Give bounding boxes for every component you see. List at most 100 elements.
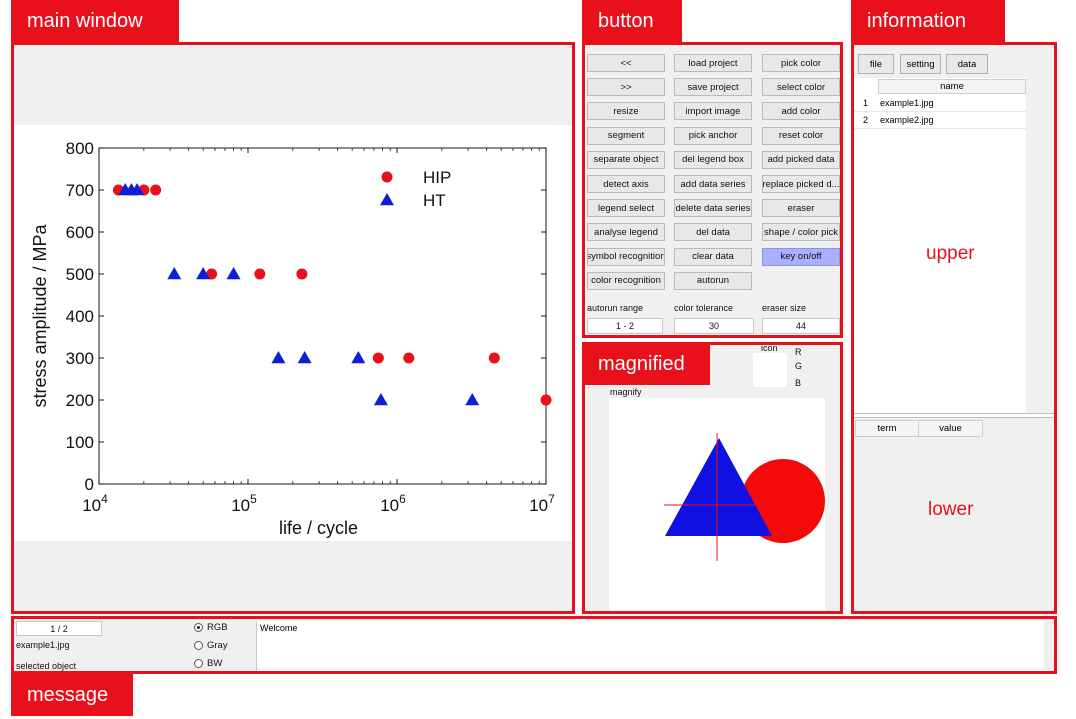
resize-button[interactable]: resize bbox=[587, 102, 665, 121]
data-point[interactable] bbox=[226, 267, 241, 280]
row-filename: example2.jpg bbox=[880, 115, 934, 125]
symbol-recognition-button[interactable]: symbol recognition bbox=[587, 247, 665, 266]
radio-rgb-label: RGB bbox=[207, 622, 228, 633]
x-axis-label: life / cycle bbox=[279, 518, 358, 538]
radio-gray[interactable]: Gray bbox=[194, 640, 228, 651]
radio-bw-label: BW bbox=[207, 658, 223, 669]
previous-button[interactable]: << bbox=[587, 54, 665, 72]
detect-axis-button[interactable]: detect axis bbox=[587, 175, 665, 193]
save-project-button[interactable]: save project bbox=[674, 78, 752, 97]
scatter-chart[interactable]: 0 100 200 300 400 500 600 700 800 104 105 106 107 lif… bbox=[14, 125, 572, 541]
icon-preview bbox=[753, 353, 787, 387]
tab-file[interactable]: file bbox=[858, 54, 894, 74]
radio-rgb-indicator[interactable] bbox=[194, 623, 203, 632]
y-axis-label: stress amplitude / MPa bbox=[30, 223, 50, 407]
y-tick-label: 500 bbox=[66, 265, 94, 284]
add-data-series-button[interactable]: add data series bbox=[674, 175, 752, 193]
radio-bw[interactable]: BW bbox=[194, 658, 222, 669]
radio-gray-label: Gray bbox=[207, 640, 228, 651]
icon-label: icon bbox=[761, 343, 778, 353]
del-data-button[interactable]: del data bbox=[674, 223, 752, 242]
data-point[interactable] bbox=[271, 351, 286, 364]
shape-color-pick-button[interactable]: shape / color pick bbox=[762, 223, 840, 242]
data-point[interactable] bbox=[150, 184, 162, 196]
reset-color-button[interactable]: reset color bbox=[762, 126, 840, 145]
data-point[interactable] bbox=[403, 352, 415, 364]
data-point[interactable] bbox=[465, 393, 480, 406]
select-color-button[interactable]: select color bbox=[762, 78, 840, 97]
table-row[interactable]: 2 example2.jpg bbox=[854, 113, 1026, 129]
data-point[interactable] bbox=[254, 268, 266, 280]
radio-gray-indicator[interactable] bbox=[194, 641, 203, 650]
row-filename: example1.jpg bbox=[880, 98, 934, 108]
eraser-size-input[interactable]: 44 bbox=[762, 318, 840, 334]
data-point[interactable] bbox=[540, 394, 552, 406]
table-row[interactable]: 1 example1.jpg bbox=[854, 96, 1026, 112]
del-legend-box-button[interactable]: del legend box bbox=[674, 150, 752, 169]
autorun-range-label: autorun range bbox=[587, 303, 644, 313]
data-point[interactable] bbox=[296, 268, 308, 280]
y-tick-label: 200 bbox=[66, 391, 94, 410]
data-point[interactable] bbox=[206, 268, 218, 280]
y-tick-label: 0 bbox=[85, 475, 94, 494]
data-point[interactable] bbox=[196, 267, 211, 280]
color-tolerance-label: color tolerance bbox=[674, 303, 734, 313]
autorun-button[interactable]: autorun bbox=[674, 271, 752, 290]
eraser-size-label: eraser size bbox=[762, 303, 807, 313]
segment-button[interactable]: segment bbox=[587, 126, 665, 145]
data-point[interactable] bbox=[297, 351, 312, 364]
add-color-button[interactable]: add color bbox=[762, 102, 840, 121]
information-panel: file setting data name 1 example1.jpg 2 … bbox=[851, 42, 1057, 614]
r-label: R bbox=[795, 347, 802, 357]
pick-anchor-button[interactable]: pick anchor bbox=[674, 126, 752, 145]
main-window-label: main window bbox=[11, 0, 179, 42]
data-point[interactable] bbox=[372, 352, 384, 364]
data-point[interactable] bbox=[373, 393, 388, 406]
add-picked-data-button[interactable]: add picked data bbox=[762, 150, 840, 169]
x-tick-label: 105 bbox=[231, 492, 257, 515]
key-on-off-button[interactable]: key on/off bbox=[762, 247, 840, 266]
y-tick-label: 700 bbox=[66, 181, 94, 200]
message-log[interactable]: Welcome bbox=[256, 621, 1044, 671]
legend-select-button[interactable]: legend select bbox=[587, 199, 665, 218]
page-indicator[interactable]: 1 / 2 bbox=[16, 621, 102, 636]
selected-object-label: selected object bbox=[16, 661, 77, 671]
color-recognition-button[interactable]: color recognition bbox=[587, 271, 665, 290]
message-text: Welcome bbox=[260, 623, 298, 633]
load-project-button[interactable]: load project bbox=[674, 54, 752, 72]
tab-data[interactable]: data bbox=[946, 54, 988, 74]
data-point[interactable] bbox=[351, 351, 366, 364]
magnify-label: magnify bbox=[610, 387, 642, 397]
radio-rgb[interactable]: RGB bbox=[194, 622, 228, 633]
magnified-view[interactable] bbox=[609, 398, 825, 611]
autorun-range-input[interactable]: 1 - 2 bbox=[587, 318, 663, 334]
analyse-legend-button[interactable]: analyse legend bbox=[587, 223, 665, 242]
splitter-handle[interactable] bbox=[854, 413, 1054, 418]
data-point[interactable] bbox=[167, 267, 182, 280]
b-label: B bbox=[795, 378, 802, 388]
delete-data-series-button[interactable]: delete data series bbox=[674, 199, 752, 218]
file-table: name 1 example1.jpg 2 example2.jpg bbox=[854, 78, 1026, 413]
tab-setting[interactable]: setting bbox=[900, 54, 941, 74]
upper-region-label: upper bbox=[926, 243, 975, 264]
data-point[interactable] bbox=[488, 352, 500, 364]
message-panel-label: message bbox=[11, 674, 133, 716]
main-window-panel: 0 100 200 300 400 500 600 700 800 104 105 106 107 lif… bbox=[11, 42, 575, 614]
legend-label-ht: HT bbox=[423, 191, 446, 210]
pick-color-button[interactable]: pick color bbox=[762, 54, 840, 72]
next-button[interactable]: >> bbox=[587, 78, 665, 97]
data-point[interactable] bbox=[130, 183, 145, 196]
color-tolerance-input[interactable]: 30 bbox=[674, 318, 754, 334]
clear-data-button[interactable]: clear data bbox=[674, 247, 752, 266]
lower-region-label: lower bbox=[928, 499, 974, 520]
separate-object-button[interactable]: separate object bbox=[587, 150, 665, 169]
magnified-triangle-shape bbox=[665, 438, 772, 536]
import-image-button[interactable]: import image bbox=[674, 102, 752, 121]
button-panel-label: button bbox=[582, 0, 682, 42]
eraser-button[interactable]: eraser bbox=[762, 199, 840, 218]
lower-table-header-value: value bbox=[918, 420, 983, 437]
radio-bw-indicator[interactable] bbox=[194, 659, 203, 668]
row-index: 2 bbox=[863, 115, 869, 125]
lower-table-header-term: term bbox=[855, 420, 919, 437]
replace-picked-d-button[interactable]: replace picked d... bbox=[762, 175, 840, 193]
